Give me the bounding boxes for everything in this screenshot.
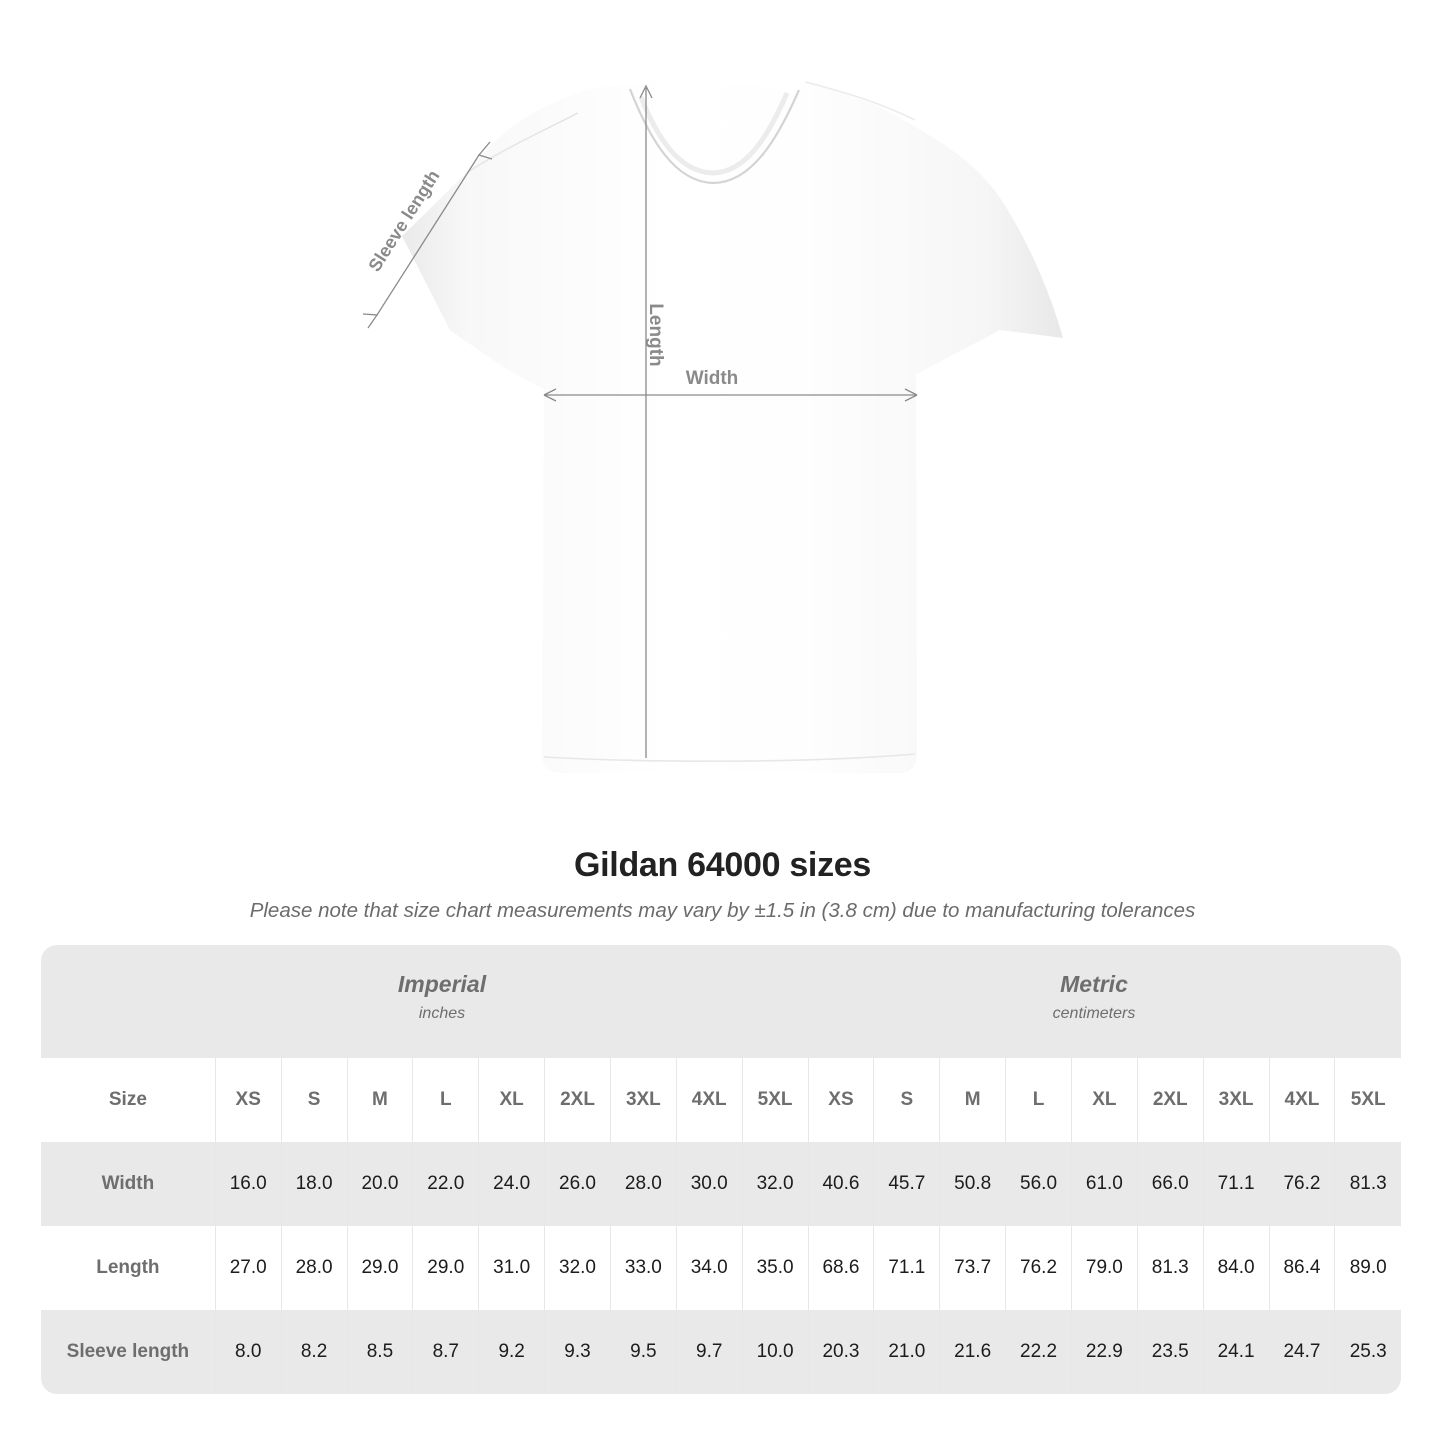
svg-text:Length: Length xyxy=(645,303,666,366)
svg-text:Width: Width xyxy=(686,368,739,389)
